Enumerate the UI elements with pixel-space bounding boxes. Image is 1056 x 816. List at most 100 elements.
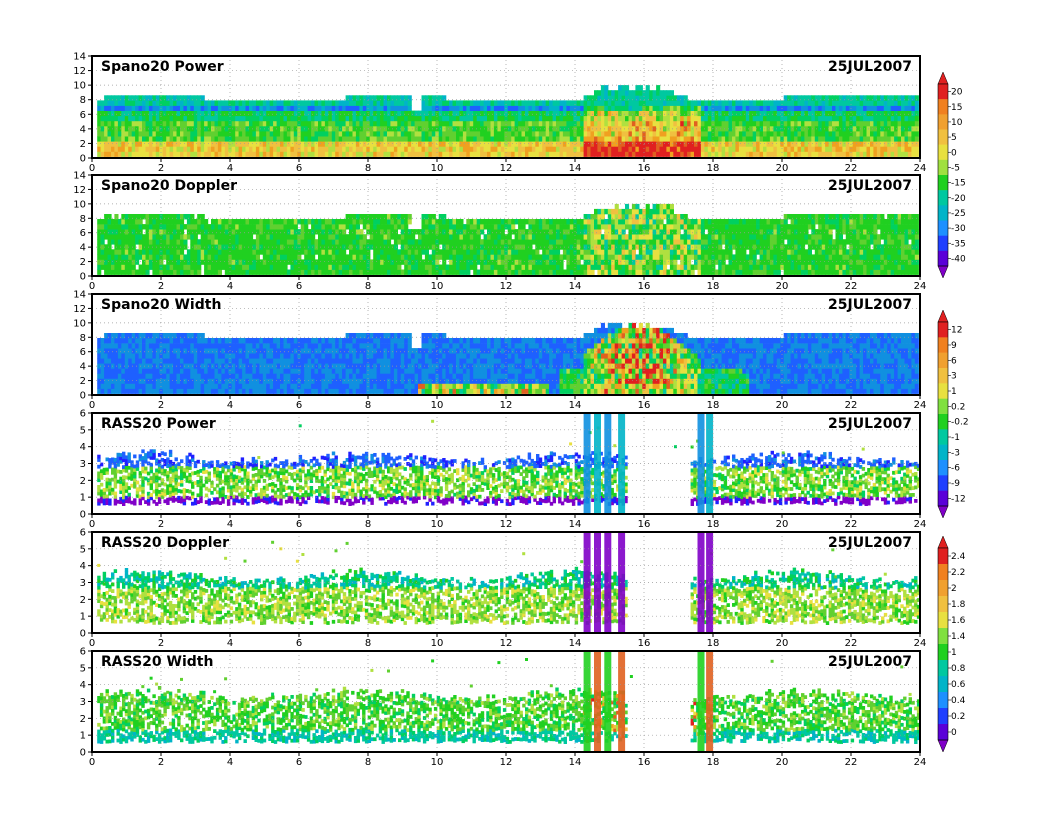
cell: [497, 110, 502, 117]
cell: [452, 125, 457, 132]
cell: [338, 269, 343, 275]
cell: [107, 244, 112, 250]
cell: [276, 141, 281, 147]
cell: [642, 146, 647, 152]
cell: [897, 141, 902, 147]
cell: [207, 244, 212, 250]
cell: [521, 254, 526, 260]
cell: [614, 120, 619, 127]
cell: [259, 131, 264, 137]
cell: [449, 125, 454, 132]
cell: [193, 105, 198, 111]
cell: [204, 151, 209, 157]
cell: [804, 141, 809, 147]
cell: [169, 244, 174, 250]
cell: [124, 214, 129, 220]
cell: [176, 224, 181, 230]
cell: [725, 269, 730, 275]
cell: [783, 125, 788, 132]
cell: [759, 264, 764, 270]
cell: [421, 125, 426, 132]
cell: [480, 249, 485, 255]
cell: [631, 244, 636, 250]
cell: [97, 100, 102, 106]
cell: [697, 259, 702, 265]
cell: [904, 115, 909, 122]
cell: [876, 141, 881, 147]
cell: [525, 249, 530, 255]
cell: [556, 105, 561, 111]
cell: [204, 249, 209, 255]
cell: [369, 234, 374, 240]
cell: [576, 224, 581, 230]
cell: [500, 146, 505, 152]
cell: [694, 234, 699, 240]
cell: [128, 131, 133, 137]
cell: [732, 254, 737, 260]
cell: [259, 100, 264, 106]
cell: [231, 100, 236, 106]
cell: [442, 131, 447, 137]
cell: [459, 131, 464, 137]
cell: [528, 269, 533, 275]
cell: [859, 151, 864, 157]
cell: [414, 264, 419, 270]
cell: [621, 244, 626, 250]
cell: [552, 224, 557, 230]
cell: [511, 151, 516, 157]
cell: [286, 234, 291, 240]
cell: [228, 229, 233, 235]
cell: [614, 254, 619, 260]
cell: [111, 264, 116, 270]
cell: [697, 239, 702, 245]
cell: [104, 214, 109, 220]
cell: [835, 120, 840, 127]
cell: [845, 110, 850, 117]
cell: [169, 229, 174, 235]
cell: [138, 115, 143, 122]
cell: [545, 151, 550, 157]
cell: [97, 105, 102, 111]
cell: [728, 219, 733, 225]
cell: [528, 136, 533, 142]
cell: [400, 136, 405, 142]
cell: [690, 249, 695, 255]
cell: [211, 120, 216, 127]
cell: [659, 90, 664, 96]
cell: [594, 120, 599, 127]
cell: [538, 136, 543, 142]
cell: [200, 125, 205, 132]
cell: [411, 234, 416, 240]
cell: [745, 244, 750, 250]
cell: [280, 115, 285, 122]
cell: [438, 224, 443, 230]
cell: [180, 269, 185, 275]
cell: [117, 254, 122, 260]
cell: [607, 141, 612, 147]
cell: [214, 141, 219, 147]
cell: [452, 244, 457, 250]
cell: [542, 259, 547, 265]
cell: [97, 224, 102, 230]
cell: [390, 151, 395, 157]
cell: [445, 269, 450, 275]
cell: [424, 100, 429, 106]
cell: [621, 249, 626, 255]
cell: [732, 115, 737, 122]
cell: [100, 234, 105, 240]
cell: [211, 239, 216, 245]
cell: [845, 120, 850, 127]
cell: [725, 219, 730, 225]
cell: [342, 259, 347, 265]
cell: [283, 136, 288, 142]
cell: [704, 105, 709, 111]
cell: [476, 125, 481, 132]
cell: [735, 115, 740, 122]
cell: [700, 239, 705, 245]
cell: [459, 115, 464, 122]
cell: [456, 229, 461, 235]
cell: [556, 234, 561, 240]
cell: [901, 120, 906, 127]
cell: [321, 264, 326, 270]
cell: [676, 269, 681, 275]
